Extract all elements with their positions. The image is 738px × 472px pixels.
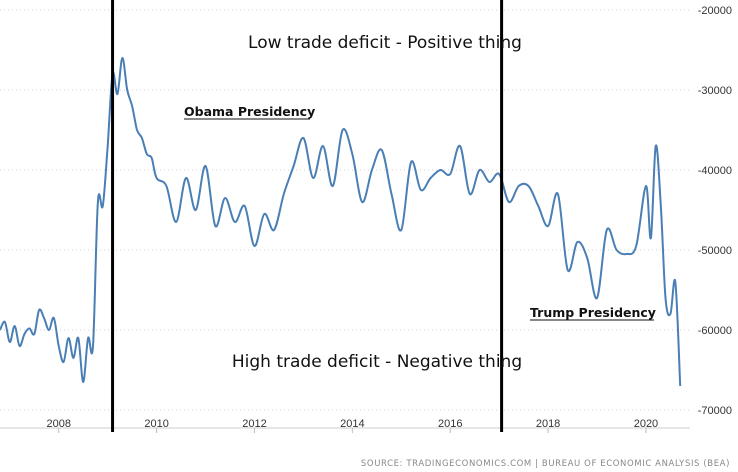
x-tick-label: 2010 [144,418,168,430]
y-tick-label: -20000 [698,5,732,17]
x-tick-label: 2012 [242,418,266,430]
y-tick-label: -60000 [698,325,732,337]
x-tick-label: 2018 [536,418,560,430]
trump-label: Trump Presidency [530,305,656,320]
series-line [0,56,682,387]
x-tick-label: 2014 [340,418,364,430]
bottom-annotation: High trade deficit - Negative thing [232,352,522,372]
vertical-markers [111,0,504,432]
x-axis-ticks: 2008 2010 2012 2014 2016 2018 2020 [46,418,658,433]
x-tick-label: 2016 [438,418,462,430]
obama-label: Obama Presidency [184,104,315,119]
y-axis-ticks: -20000 -30000 -40000 -50000 -60000 -70000 [698,5,732,417]
top-annotation: Low trade deficit - Positive thing [248,33,522,53]
y-tick-label: -70000 [698,405,732,417]
grid-lines [0,9,690,411]
source-text: SOURCE: TRADINGECONOMICS.COM | BUREAU OF… [361,459,730,469]
y-tick-label: -40000 [698,165,732,177]
x-tick-label: 2020 [634,418,658,430]
y-tick-label: -50000 [698,245,732,257]
x-tick-label: 2008 [46,418,70,430]
y-tick-label: -30000 [698,85,732,97]
